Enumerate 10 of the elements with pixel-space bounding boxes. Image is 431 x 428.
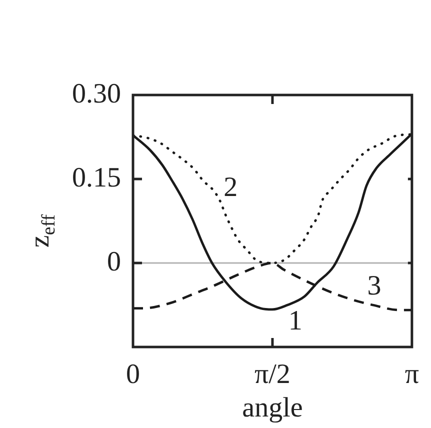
series-label: 2 — [224, 172, 238, 203]
series-label: 1 — [288, 305, 302, 336]
y-tick-label: 0.30 — [72, 78, 121, 110]
x-axis-title: angle — [242, 392, 303, 424]
y-tick-label: 0 — [107, 246, 121, 278]
x-tick-label: π/2 — [254, 359, 290, 390]
x-tick-label: π — [404, 359, 419, 390]
y-tick-label: 0.15 — [72, 162, 121, 194]
x-tick-label: 0 — [126, 359, 140, 390]
series-label: 3 — [367, 270, 382, 302]
